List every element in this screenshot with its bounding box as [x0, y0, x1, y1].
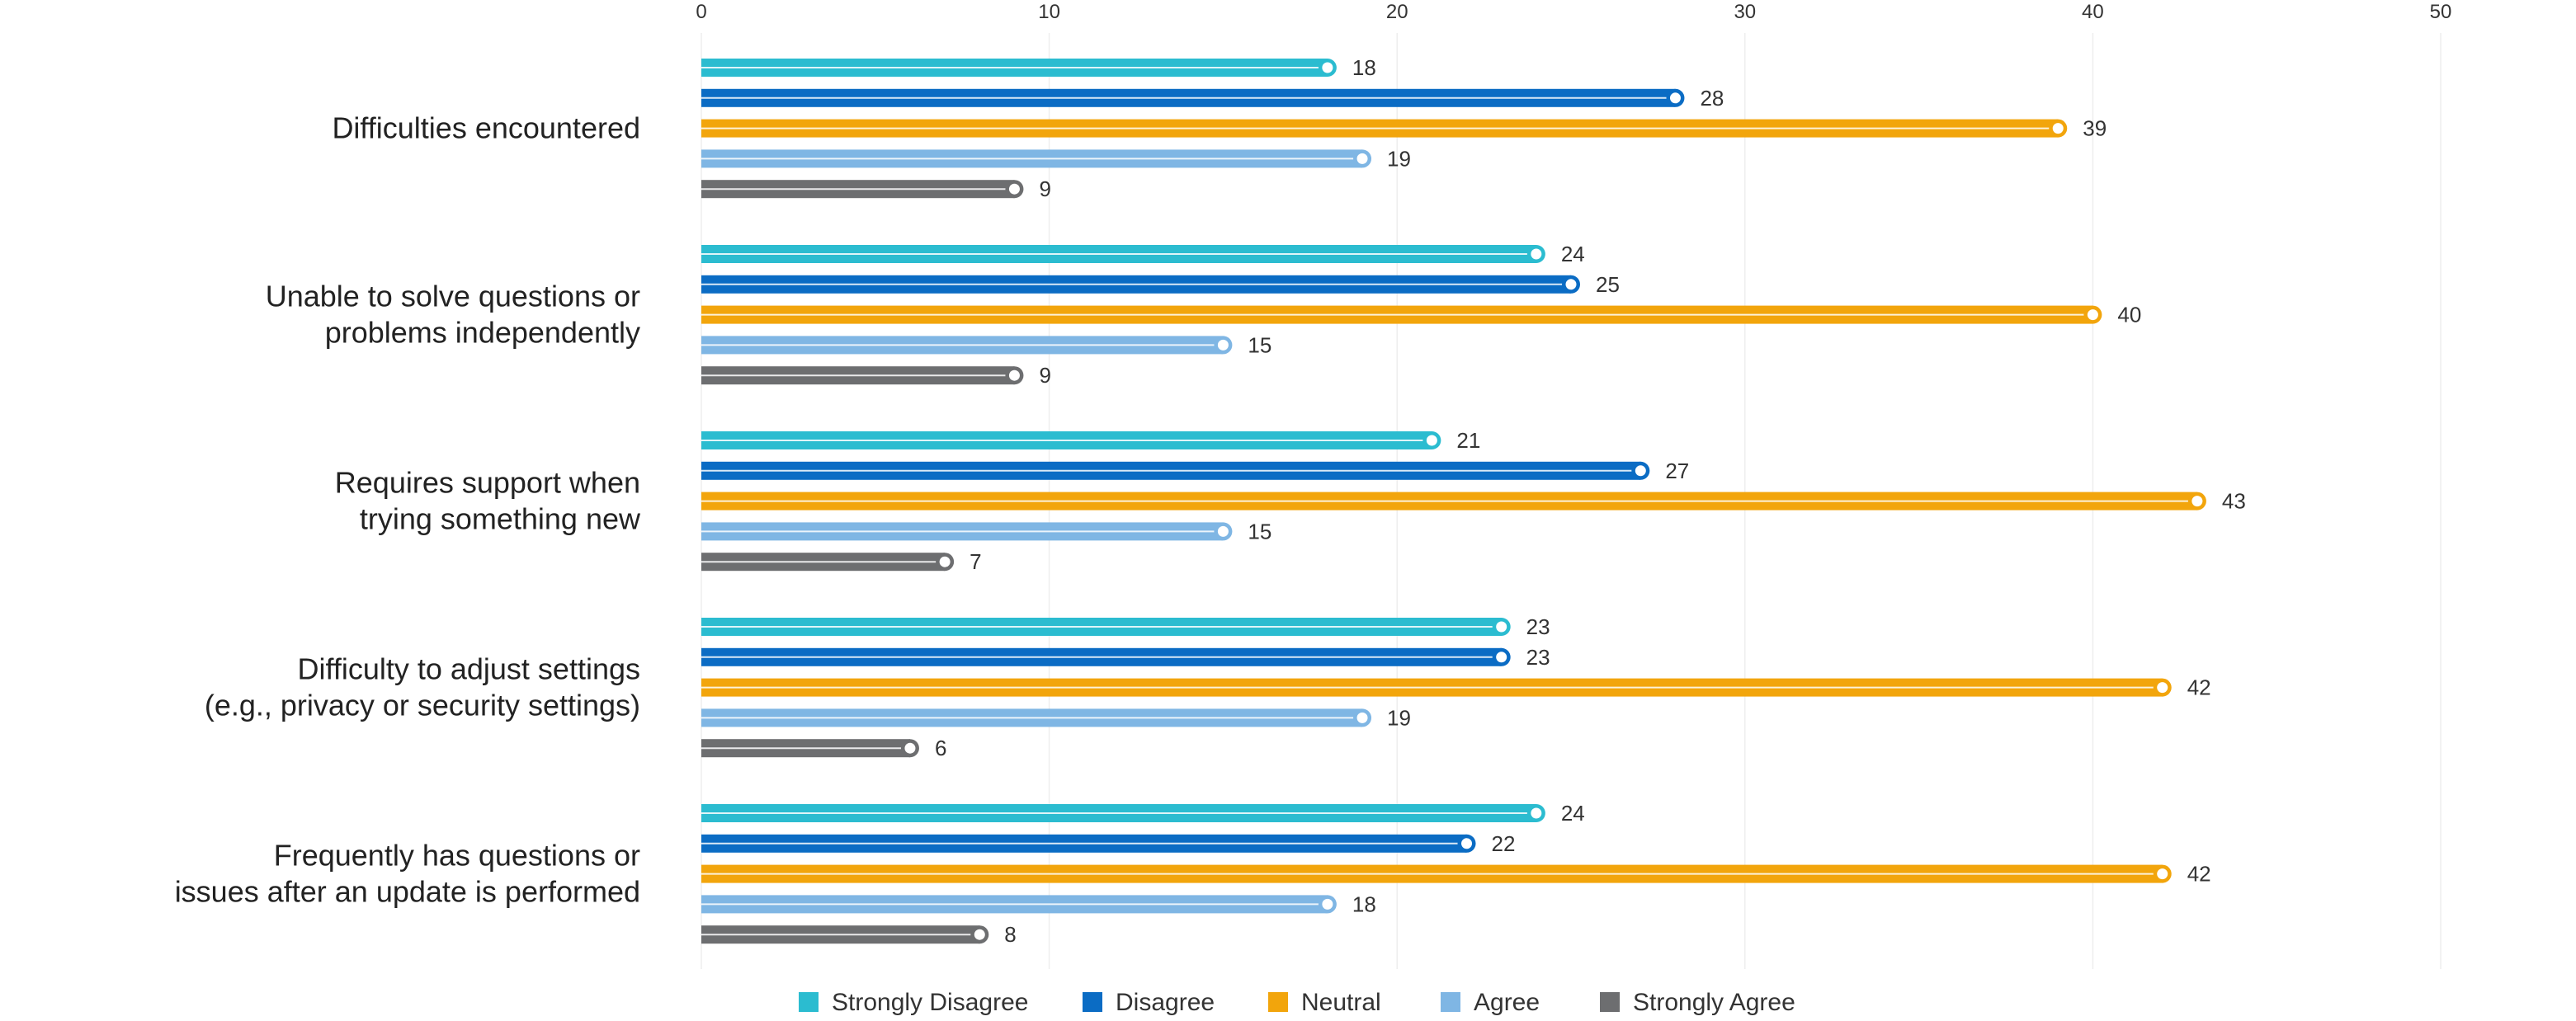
category-label: problems independently	[325, 316, 640, 350]
legend-item-label: Strongly Agree	[1633, 989, 1795, 1016]
data-label: 18	[1352, 55, 1376, 80]
data-label: 21	[1456, 428, 1480, 453]
bar-end-marker-center	[1356, 153, 1368, 164]
legend-swatch	[1083, 992, 1102, 1012]
category-labels: Difficulties encountered Unable to solve …	[175, 111, 641, 909]
legend-item-label: Neutral	[1301, 989, 1381, 1016]
bar-end-marker-center	[1322, 62, 1333, 73]
bar-end-marker-center	[904, 742, 916, 754]
data-label: 42	[2187, 862, 2211, 887]
data-label: 15	[1248, 332, 1271, 357]
legend-item-label: Agree	[1474, 989, 1540, 1016]
data-label: 42	[2187, 675, 2211, 700]
bar-end-marker-center	[1426, 435, 1437, 446]
data-label: 39	[2083, 116, 2107, 141]
legend-swatch	[1441, 992, 1460, 1012]
bar-end-marker-center	[1531, 807, 1542, 819]
category-label: Frequently has questions or	[274, 839, 640, 873]
data-label: 43	[2222, 489, 2246, 514]
legend-swatch	[1268, 992, 1288, 1012]
data-label: 27	[1665, 459, 1689, 483]
bar-end-marker-center	[1008, 183, 1020, 195]
data-label: 24	[1561, 242, 1585, 266]
data-label: 23	[1526, 614, 1550, 639]
x-tick-label: 50	[2430, 1, 2452, 23]
x-tick-label: 10	[1038, 1, 1060, 23]
bar-end-marker-center	[1217, 525, 1229, 537]
category-label: Requires support when	[335, 466, 640, 500]
bar-end-marker-center	[1565, 279, 1577, 290]
data-label: 15	[1248, 519, 1271, 543]
data-label: 25	[1596, 272, 1620, 297]
bar-end-marker-center	[939, 556, 951, 567]
x-tick-label: 40	[2082, 1, 2104, 23]
bar-end-marker-center	[2157, 868, 2168, 880]
category-label: issues after an update is performed	[175, 875, 640, 909]
bar-end-marker-center	[1531, 248, 1542, 260]
data-label: 22	[1492, 831, 1516, 856]
bar-end-marker-center	[1217, 339, 1229, 351]
category-label: Difficulty to adjust settings	[297, 652, 640, 686]
x-tick-label: 0	[696, 1, 706, 23]
legend-item-label: Strongly Disagree	[832, 989, 1028, 1016]
legend-swatch	[799, 992, 819, 1012]
data-label: 23	[1526, 645, 1550, 670]
data-label: 40	[2117, 303, 2141, 327]
bar-end-marker-center	[974, 929, 985, 940]
legend: Strongly Disagree Disagree Neutral Agree Str…	[799, 989, 1795, 1016]
data-label: 6	[935, 736, 946, 760]
data-label: 9	[1039, 176, 1050, 201]
bar-end-marker-center	[2052, 123, 2064, 134]
data-label: 28	[1700, 86, 1724, 111]
data-label: 19	[1387, 146, 1411, 171]
data-label: 9	[1039, 363, 1050, 388]
bar-end-marker-center	[1669, 92, 1681, 104]
bar-end-marker-center	[1461, 838, 1473, 849]
bar-end-marker-center	[2191, 496, 2203, 507]
category-label: trying something new	[360, 502, 641, 536]
data-label: 7	[970, 549, 981, 574]
data-label: 24	[1561, 801, 1585, 826]
bar-end-marker-center	[1356, 712, 1368, 723]
bar-end-marker-center	[1322, 898, 1333, 910]
x-tick-label: 30	[1734, 1, 1756, 23]
bar-end-marker-center	[1496, 652, 1507, 663]
data-label: 18	[1352, 892, 1376, 916]
bar-end-marker-center	[1496, 621, 1507, 633]
bars: 18 28 39 19 9 24 25 40 15 9 21 27 43 15 7 23 23 42 19 6 24 22…	[701, 55, 2246, 947]
legend-swatch	[1600, 992, 1620, 1012]
x-axis-ticks: 0 10 20 30 40 50	[696, 1, 2451, 23]
legend-item-label: Disagree	[1116, 989, 1215, 1016]
category-label: Difficulties encountered	[332, 111, 640, 145]
x-tick-label: 20	[1386, 1, 1408, 23]
data-label: 19	[1387, 705, 1411, 730]
bar-end-marker-center	[2087, 309, 2098, 321]
bar-end-marker-center	[1635, 465, 1646, 477]
category-label: Unable to solve questions or	[266, 280, 640, 313]
bar-end-marker-center	[1008, 369, 1020, 381]
bar-end-marker-center	[2157, 682, 2168, 694]
category-label: (e.g., privacy or security settings)	[205, 689, 640, 722]
data-label: 8	[1004, 922, 1016, 947]
